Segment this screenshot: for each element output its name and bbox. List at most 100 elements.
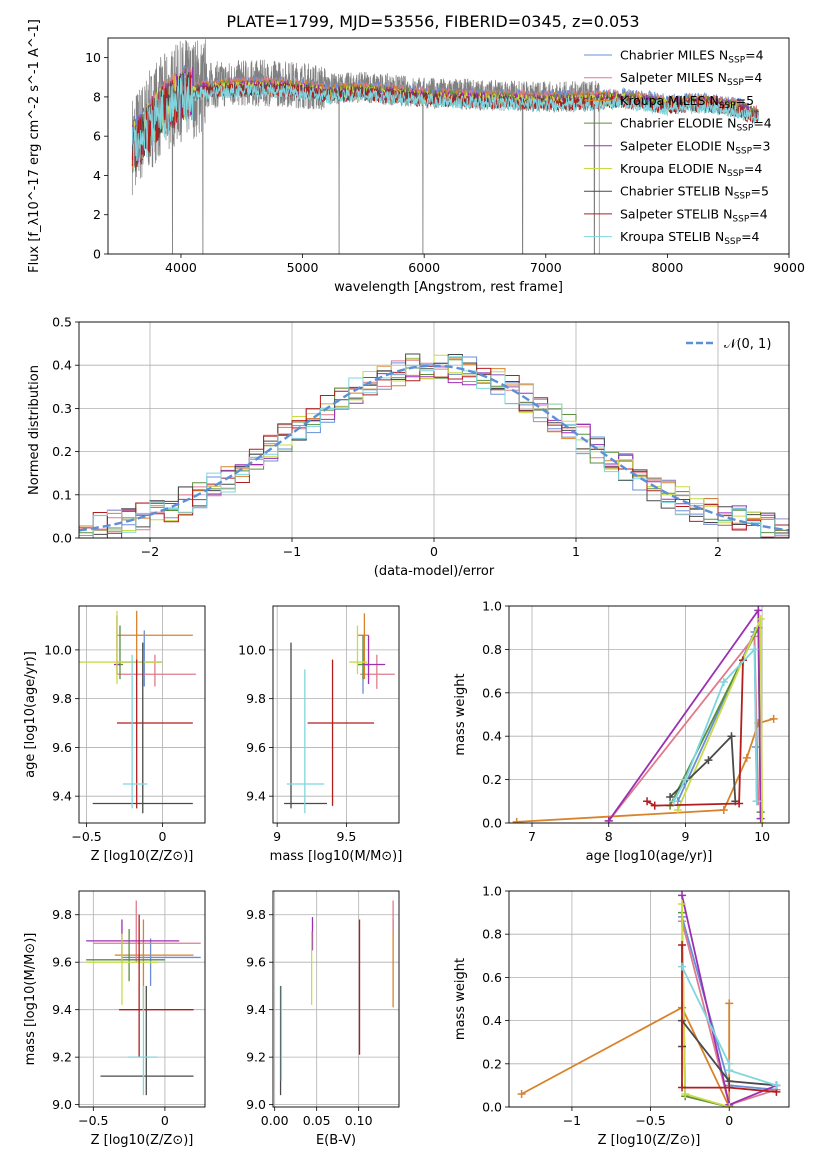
histogram-step xyxy=(79,356,789,538)
panel-z_mass: −0.5 0 9.0 9.2 9.4 9.6 9.8 Z [log10(Z/Z⊙)] mass … xyxy=(23,890,206,1148)
weight-marker xyxy=(517,1090,526,1099)
y-tick-label: 0.6 xyxy=(482,685,502,700)
x-tick-label: 9 xyxy=(681,829,689,844)
panel-residuals: −2 −1 0 1 2 0.0 0.1 0.2 0.3 0.4 0.5 (data-model)/er… xyxy=(27,315,790,579)
weight-marker xyxy=(681,1090,690,1099)
weight-marker xyxy=(604,816,613,823)
legend-entry: Salpeter MILES NSSP=4 xyxy=(620,70,762,88)
plot-area-spectrum xyxy=(131,39,759,254)
y-tick-label: 9.8 xyxy=(52,691,72,706)
x-tick-label: 6000 xyxy=(408,260,440,275)
panel-z_age: −0.5 0 9.4 9.6 9.8 10.0 Z [log10(Z/Z⊙)] age [lo… xyxy=(23,605,206,864)
weight-marker xyxy=(650,801,659,810)
weight-line xyxy=(521,1003,731,1107)
panel-spectrum: 4000 5000 6000 7000 8000 9000 0 2 4 6 8 10 wavelengt… xyxy=(27,19,805,295)
weight-marker xyxy=(756,814,765,823)
y-tick-label: 4 xyxy=(93,168,101,183)
weight-marker xyxy=(678,962,687,971)
plot-area-z_mass xyxy=(86,900,201,1096)
x-tick-label: 4000 xyxy=(165,260,197,275)
y-tick-label: 0.2 xyxy=(482,772,502,787)
x-tick-label: 5000 xyxy=(287,260,319,275)
weight-marker xyxy=(704,756,713,765)
legend-entry: Kroupa MILES NSSP=5 xyxy=(620,93,754,111)
y-tick-label: 9.6 xyxy=(52,740,72,755)
normal-curve xyxy=(79,364,789,532)
x-axis-label: mass [log10(M/M⊙)] xyxy=(270,849,403,864)
weight-marker xyxy=(725,999,734,1008)
y-tick-label: 8 xyxy=(93,89,101,104)
x-tick-label: −2 xyxy=(141,544,159,559)
weight-marker xyxy=(681,775,690,784)
x-tick-label: 8 xyxy=(605,829,613,844)
plot-area-residuals xyxy=(79,353,789,538)
y-tick-label: 0.8 xyxy=(482,642,502,657)
y-tick-label: 9.6 xyxy=(52,955,72,970)
y-tick-label: 10 xyxy=(85,50,101,65)
y-tick-label: 0.5 xyxy=(52,315,72,330)
legend-entry: Salpeter ELODIE NSSP=3 xyxy=(620,138,770,156)
weight-marker xyxy=(742,753,751,762)
y-tick-label: 0.0 xyxy=(482,816,502,831)
y-tick-label: 9.0 xyxy=(52,1097,72,1112)
x-axis-label: (data-model)/error xyxy=(374,564,495,579)
x-tick-label: 0.00 xyxy=(261,1113,289,1128)
x-axis-label: E(B-V) xyxy=(316,1133,356,1148)
y-tick-label: 9.8 xyxy=(246,907,266,922)
axes-frame xyxy=(78,321,790,539)
legend-entry: Salpeter STELIB NSSP=4 xyxy=(620,206,768,224)
weight-marker xyxy=(754,606,763,615)
axes-frame xyxy=(508,605,790,824)
weight-marker xyxy=(666,792,675,801)
x-axis-label: Z [log10(Z/Z⊙)] xyxy=(598,1133,701,1148)
x-tick-label: 9000 xyxy=(773,260,805,275)
y-tick-label: 6 xyxy=(93,129,101,144)
weight-marker xyxy=(725,1083,734,1092)
y-tick-label: 9.4 xyxy=(52,789,72,804)
x-tick-label: 2 xyxy=(714,544,722,559)
x-tick-label: 9 xyxy=(273,829,281,844)
axes-frame xyxy=(508,890,790,1108)
weight-marker xyxy=(727,732,736,741)
weight-marker xyxy=(725,1103,734,1107)
y-tick-label: 0.0 xyxy=(482,1100,502,1115)
weight-line xyxy=(607,633,760,822)
weight-marker xyxy=(758,819,767,823)
weight-marker xyxy=(719,677,728,686)
weight-marker xyxy=(512,817,521,823)
data-spectrum-line xyxy=(131,39,600,254)
y-tick-label: 0.8 xyxy=(482,927,502,942)
x-axis-label: Z [log10(Z/Z⊙)] xyxy=(91,1133,194,1148)
plot-area-age_weight xyxy=(512,606,778,823)
x-tick-label: −0.5 xyxy=(635,1113,665,1128)
legend-entry: Chabrier STELIB NSSP=5 xyxy=(620,184,769,202)
y-tick-label: 9.0 xyxy=(246,1097,266,1112)
x-tick-label: 7000 xyxy=(530,260,562,275)
x-tick-label: 0 xyxy=(725,1113,733,1128)
axes-frame xyxy=(107,37,790,255)
plot-area-mass_age xyxy=(284,613,395,814)
x-tick-label: −1 xyxy=(563,1113,581,1128)
x-tick-label: 7 xyxy=(528,829,536,844)
weight-marker xyxy=(669,797,678,806)
y-tick-label: 0.4 xyxy=(52,358,72,373)
weight-marker xyxy=(678,899,687,908)
y-tick-label: 0.6 xyxy=(482,970,502,985)
histogram-step xyxy=(79,365,789,538)
y-tick-label: 9.4 xyxy=(246,789,266,804)
x-axis-label: Z [log10(Z/Z⊙)] xyxy=(91,849,194,864)
weight-marker xyxy=(643,797,652,806)
x-tick-label: 0 xyxy=(161,1113,169,1128)
weight-marker xyxy=(756,615,765,624)
y-tick-label: 9.8 xyxy=(246,691,266,706)
x-tick-label: −0.5 xyxy=(71,829,101,844)
x-tick-label: 0.10 xyxy=(345,1113,373,1128)
x-tick-label: 0.05 xyxy=(303,1113,331,1128)
y-axis-label: mass weight xyxy=(453,958,468,1040)
legend-entry: Chabrier ELODIE NSSP=4 xyxy=(620,116,772,134)
y-tick-label: 9.4 xyxy=(246,1002,266,1017)
axes-frame xyxy=(272,890,400,1108)
plot-area-z_age xyxy=(79,610,196,814)
y-axis-label: Normed distribution xyxy=(27,365,42,495)
y-tick-label: 1.0 xyxy=(482,884,502,899)
